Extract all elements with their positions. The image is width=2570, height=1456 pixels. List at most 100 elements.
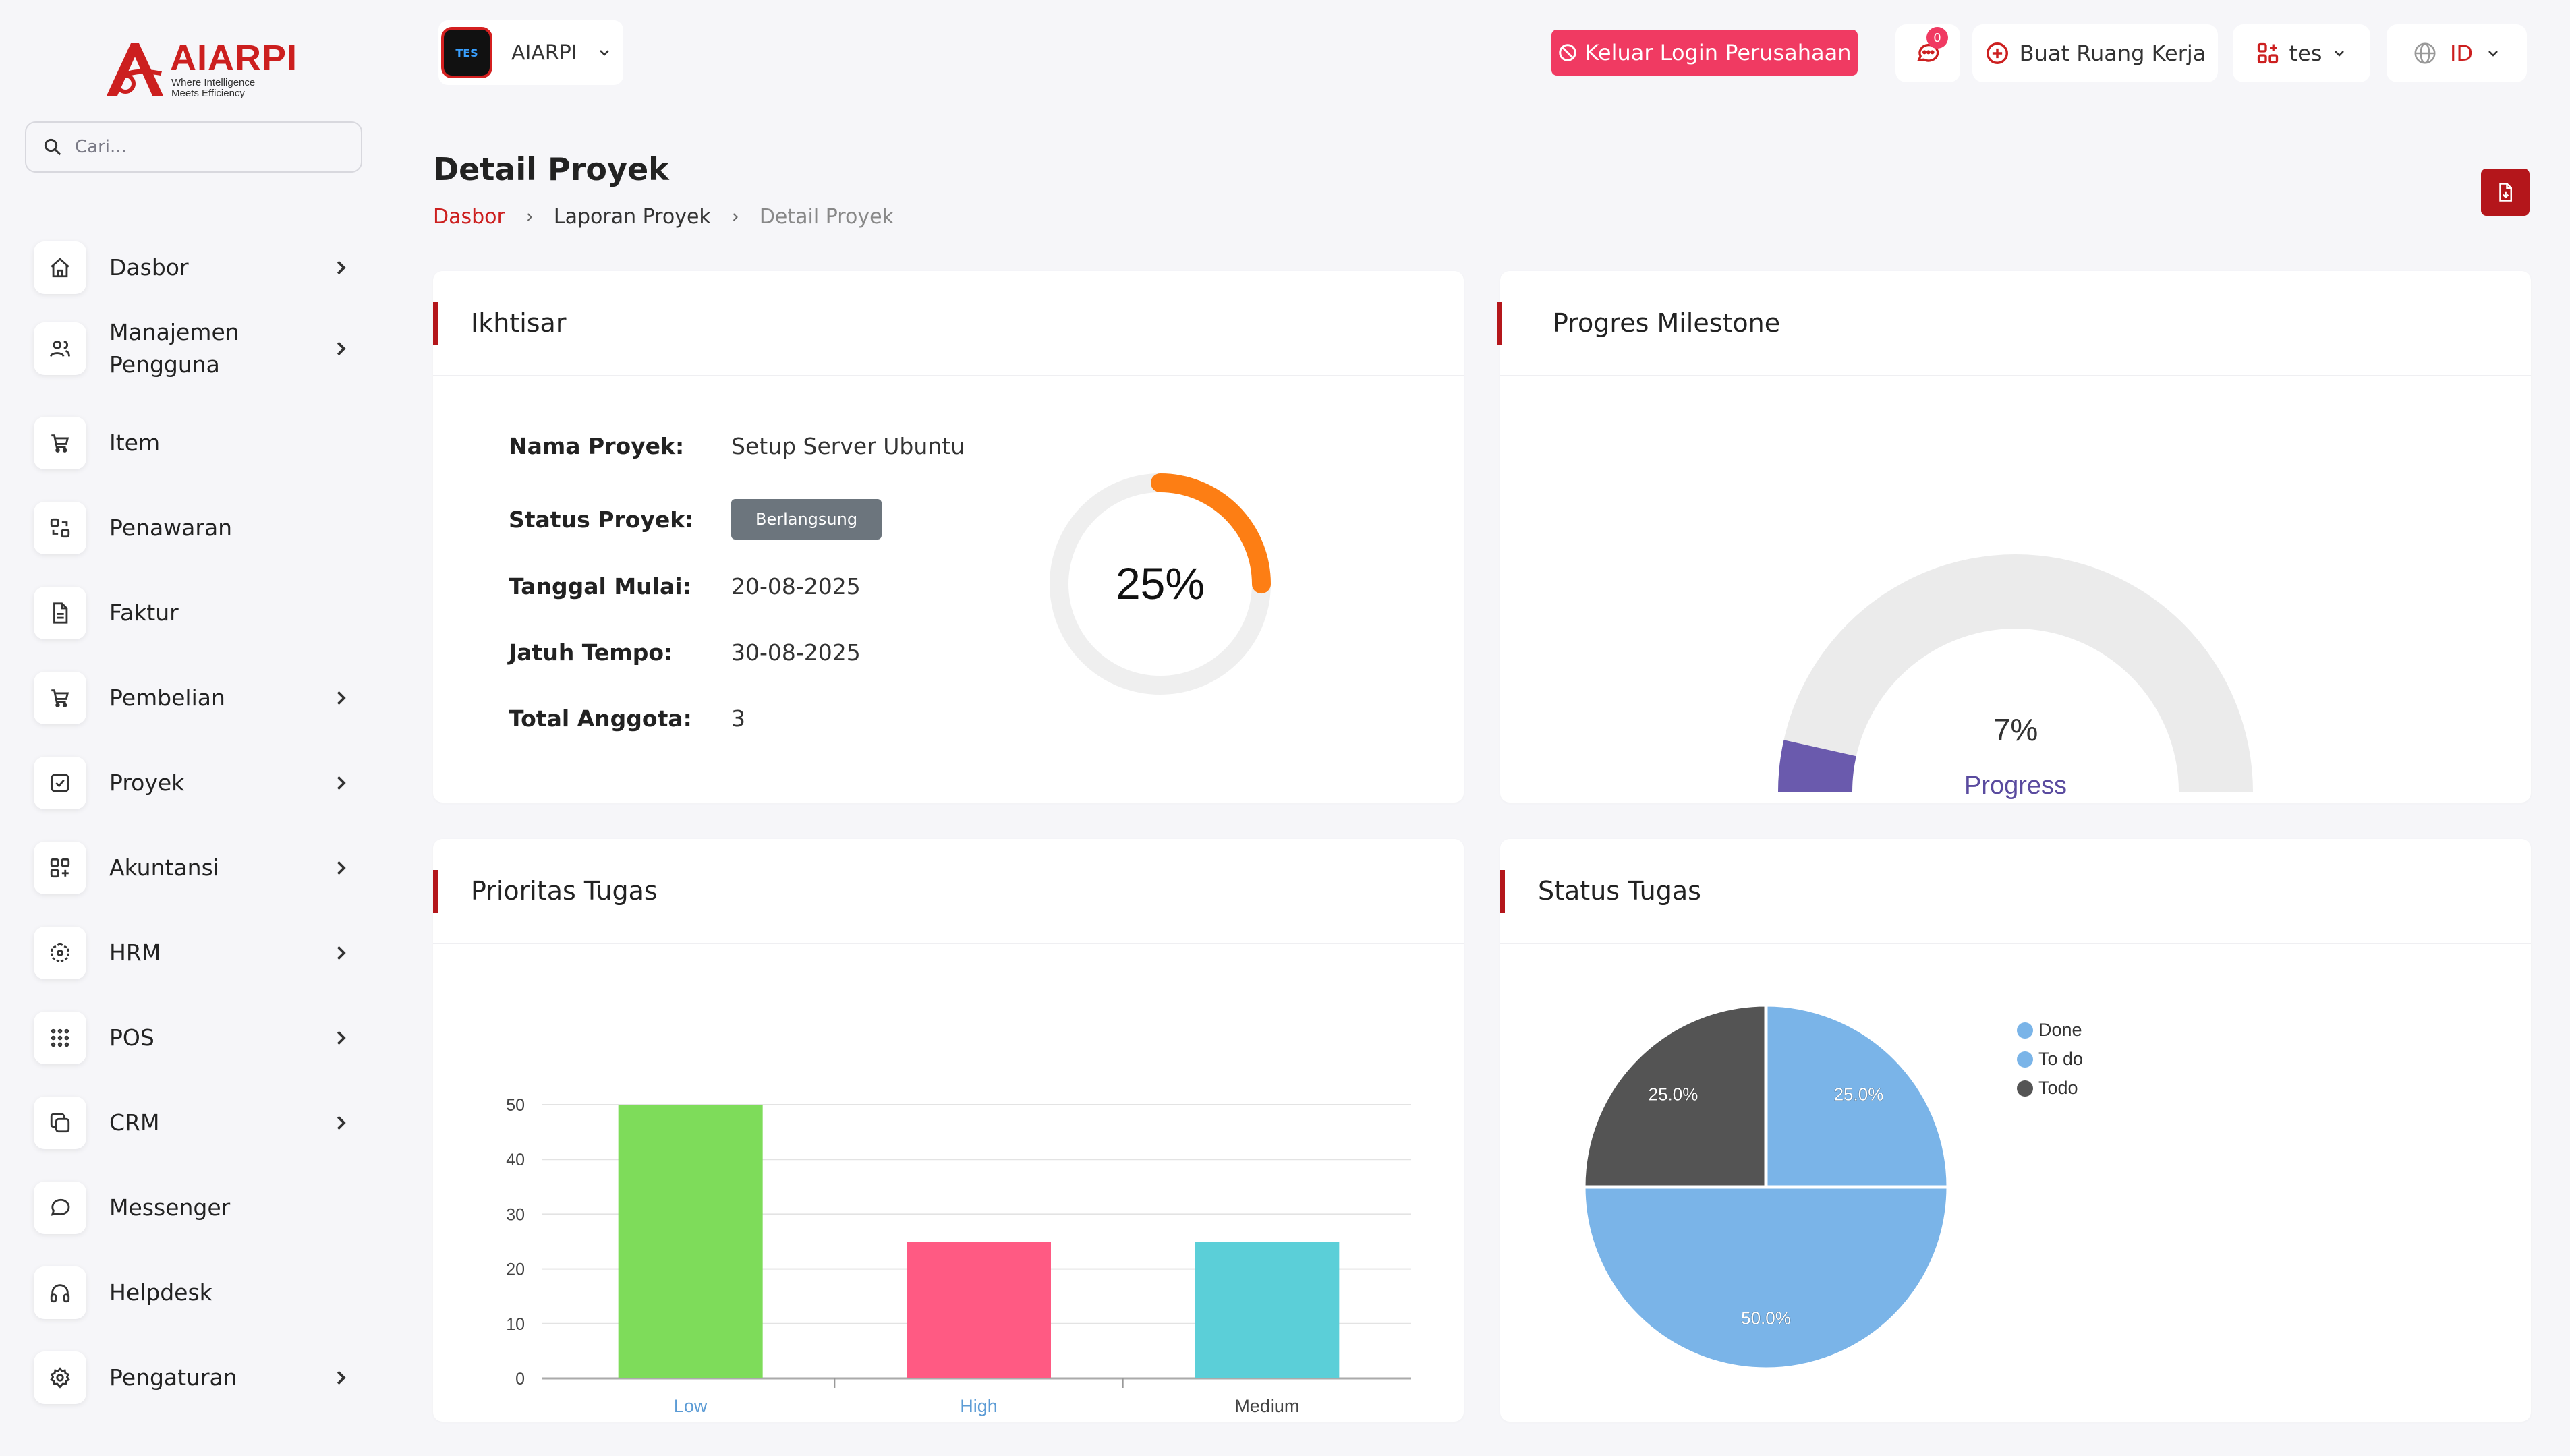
sidebar-item-label: Dasbor xyxy=(109,254,189,281)
pie-data-label: 25.0% xyxy=(1834,1084,1884,1105)
create-workspace-label: Buat Ruang Kerja xyxy=(2019,40,2206,66)
workspace-selector[interactable]: tes xyxy=(2233,24,2370,82)
page-title: Detail Proyek xyxy=(433,151,669,187)
overview-row-name: Nama Proyek: Setup Server Ubuntu xyxy=(509,433,965,459)
sidebar-item-item[interactable]: Item xyxy=(34,416,351,470)
milestone-card: Progres Milestone 7% Progress xyxy=(1497,271,2531,803)
chevron-right-icon xyxy=(337,1030,346,1045)
message-count-badge: 0 xyxy=(1926,27,1948,49)
export-pdf-button[interactable] xyxy=(2481,169,2530,216)
gauge-track xyxy=(1778,554,2253,792)
chevron-right-icon xyxy=(337,1115,346,1130)
overview-row-due-date: Jatuh Tempo: 30-08-2025 xyxy=(509,639,861,666)
breadcrumb-laporan-proyek[interactable]: Laporan Proyek xyxy=(553,205,711,229)
sidebar-item-pembelian[interactable]: Pembelian xyxy=(34,671,351,725)
legend-label: Todo xyxy=(2038,1078,2078,1098)
cart-icon xyxy=(51,434,69,453)
y-tick-label: 50 xyxy=(506,1096,525,1115)
sidebar-item-faktur[interactable]: Faktur xyxy=(34,586,351,640)
chevron-right-icon xyxy=(337,945,346,960)
brand-name: AIARPI xyxy=(170,38,298,78)
x-tick-label: Medium xyxy=(1234,1396,1299,1416)
progress-ring: 25% xyxy=(1050,473,1271,695)
chevron-down-icon xyxy=(599,50,609,56)
company-logo: TES xyxy=(441,27,492,78)
legend-label: To do xyxy=(2038,1049,2083,1069)
logout-label: Keluar Login Perusahaan xyxy=(1584,40,1852,65)
pie-data-label: 25.0% xyxy=(1649,1084,1698,1105)
status-title: Status Tugas xyxy=(1538,876,1701,906)
sidebar-item-manajemen-pengguna[interactable]: Manajemen Pengguna xyxy=(34,319,351,378)
overview-row-status: Status Proyek: Berlangsung xyxy=(509,499,882,540)
sidebar-item-messenger[interactable]: Messenger xyxy=(34,1181,351,1235)
sidebar-item-crm[interactable]: CRM xyxy=(34,1096,351,1150)
bar-high xyxy=(907,1242,1051,1378)
breadcrumb-dasbor[interactable]: Dasbor xyxy=(433,205,505,229)
chevron-down-icon xyxy=(2488,51,2498,57)
sidebar-item-label: Helpdesk xyxy=(109,1279,212,1306)
milestone-percent: 7% xyxy=(1993,712,2038,747)
pie-slice-done xyxy=(1764,1003,1950,1189)
logout-company-button[interactable]: Keluar Login Perusahaan xyxy=(1551,30,1858,76)
priority-bar-chart: 0 10 20 30 40 50 Low High Medium xyxy=(506,1096,1411,1416)
y-tick-label: 40 xyxy=(506,1151,525,1169)
company-name: AIARPI xyxy=(511,40,577,65)
milestone-gauge: 7% Progress xyxy=(1778,554,2253,800)
chevron-right-icon xyxy=(337,861,346,875)
logo-mark-icon xyxy=(107,43,163,96)
legend-label: Done xyxy=(2038,1020,2082,1040)
checkbox-icon xyxy=(51,774,69,792)
y-tick-label: 0 xyxy=(515,1370,525,1389)
project-name: Setup Server Ubuntu xyxy=(731,433,965,459)
swap-icon xyxy=(50,518,70,538)
start-date: 20-08-2025 xyxy=(731,573,861,600)
breadcrumb-current: Detail Proyek xyxy=(759,205,894,229)
sidebar-item-label: CRM xyxy=(109,1109,160,1136)
sidebar-item-label: Pembelian xyxy=(109,685,225,711)
overview-row-start-date: Tanggal Mulai: 20-08-2025 xyxy=(509,573,861,600)
progress-ring-fill xyxy=(1050,473,1271,695)
copy-icon xyxy=(50,1113,70,1133)
progress-percent: 25% xyxy=(1116,558,1205,608)
sidebar-item-helpdesk[interactable]: Helpdesk xyxy=(34,1266,351,1320)
language-code: ID xyxy=(2449,40,2474,66)
overview-title: Ikhtisar xyxy=(471,308,567,338)
language-selector[interactable]: ID xyxy=(2387,24,2527,82)
gear-icon xyxy=(49,1367,71,1389)
chevron-right-icon xyxy=(337,260,346,275)
sidebar-item-hrm[interactable]: HRM xyxy=(34,926,351,980)
sidebar-item-label: Akuntansi xyxy=(109,854,219,881)
x-tick-label: High xyxy=(960,1396,998,1416)
sidebar-item-proyek[interactable]: Proyek xyxy=(34,756,351,810)
chat-icon xyxy=(51,1198,70,1216)
sidebar-item-label: Manajemen Pengguna xyxy=(109,319,239,378)
sidebar-item-pengaturan[interactable]: Pengaturan xyxy=(34,1351,351,1405)
milestone-title: Progres Milestone xyxy=(1553,308,1781,338)
messages-button[interactable]: 0 xyxy=(1895,24,1960,82)
sidebar-item-label: Faktur xyxy=(109,600,179,626)
sidebar-item-dasbor[interactable]: Dasbor xyxy=(34,241,351,295)
chevron-right-icon xyxy=(527,212,532,221)
sidebar-item-penawaran[interactable]: Penawaran xyxy=(34,501,351,555)
brand-tagline-1: Where Intelligence xyxy=(171,77,256,88)
legend-marker xyxy=(2017,1022,2033,1039)
sidebar-item-pos[interactable]: POS xyxy=(34,1011,351,1065)
status-badge: Berlangsung xyxy=(731,499,882,540)
company-selector[interactable]: TES AIARPI xyxy=(438,20,623,85)
priority-card: Prioritas Tugas 0 10 20 30 40 50 Low High Medium xyxy=(433,839,1464,1422)
chevron-down-icon xyxy=(2335,51,2345,57)
grid-plus-icon xyxy=(50,858,70,878)
create-workspace-button[interactable]: Buat Ruang Kerja xyxy=(1972,24,2218,82)
bar-low xyxy=(618,1105,763,1378)
headphones-icon xyxy=(50,1284,70,1303)
plus-circle-icon xyxy=(1986,42,2008,64)
chevron-right-icon xyxy=(337,1370,346,1385)
search-box xyxy=(25,121,362,173)
bar-medium xyxy=(1195,1242,1340,1378)
status-card: Status Tugas 25.0% 50.0% 25.0% Done To do Tod… xyxy=(1500,839,2531,1422)
search-input[interactable] xyxy=(75,137,345,157)
legend-marker xyxy=(2017,1051,2033,1068)
cart-icon xyxy=(51,689,69,707)
sidebar-item-akuntansi[interactable]: Akuntansi xyxy=(34,841,351,895)
brand-logo[interactable]: AIARPI Where Intelligence Meets Efficien… xyxy=(101,35,297,103)
